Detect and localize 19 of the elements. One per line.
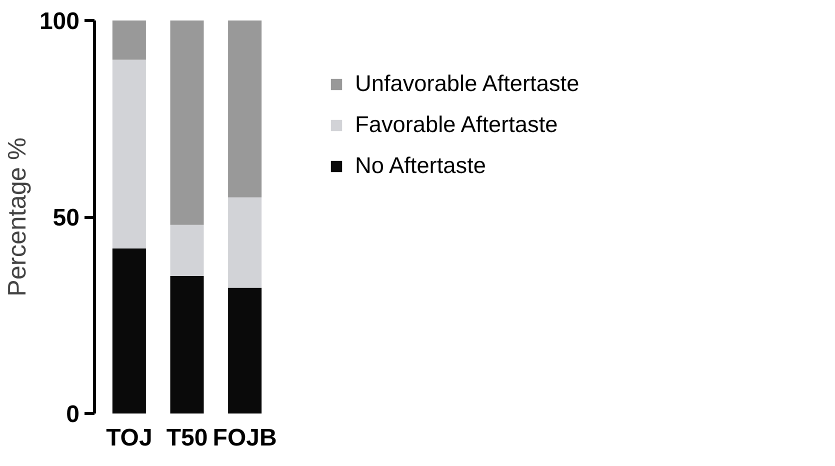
- bar: [170, 224, 204, 276]
- legend-label: Unfavorable Aftertaste: [355, 70, 580, 97]
- bar: [228, 288, 262, 414]
- legend-label: No Aftertaste: [355, 152, 486, 179]
- x-tick-label: T50: [166, 424, 208, 452]
- bar: [170, 276, 204, 414]
- y-tick-label: 0: [66, 401, 80, 428]
- legend-label: Favorable Aftertaste: [355, 111, 558, 138]
- bar: [170, 20, 204, 225]
- x-tick-label: TOJ: [106, 424, 152, 452]
- bar: [112, 248, 146, 414]
- bar: [112, 60, 146, 248]
- y-tick-label: 100: [39, 8, 80, 35]
- bar: [112, 20, 146, 60]
- bar: [228, 20, 262, 198]
- bar: [228, 197, 262, 288]
- x-tick-label: FOJB: [212, 424, 277, 452]
- y-tick-label: 50: [52, 204, 80, 232]
- y-axis-title: Percentage %: [3, 137, 32, 297]
